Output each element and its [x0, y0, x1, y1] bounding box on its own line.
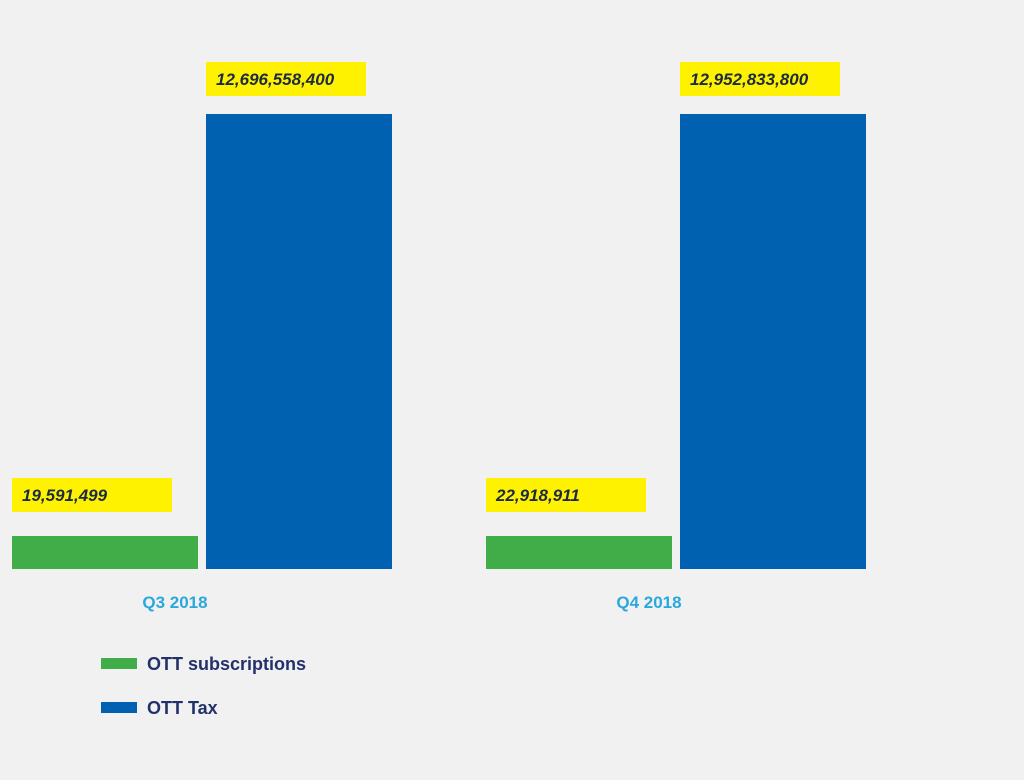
bar-ott-subscriptions-q4-2018 [486, 536, 672, 569]
legend-label: OTT subscriptions [147, 654, 306, 674]
bars-group [12, 114, 866, 569]
legend: OTT subscriptions OTT Tax [101, 654, 306, 718]
data-label-background [12, 478, 172, 512]
x-tick-label: Q4 2018 [616, 593, 681, 612]
category-labels-group: Q3 2018 Q4 2018 [142, 593, 681, 612]
data-label-background [206, 62, 366, 96]
legend-swatch [101, 702, 137, 713]
bar-ott-subscriptions-q3-2018 [12, 536, 198, 569]
data-label: 22,918,911 [495, 486, 580, 505]
data-label: 19,591,499 [22, 486, 108, 505]
data-label-background [680, 62, 840, 96]
data-label-background [486, 478, 646, 512]
bar-ott-tax-q3-2018 [206, 114, 392, 569]
legend-label: OTT Tax [147, 698, 218, 718]
data-labels-group: 19,591,499 12,696,558,400 22,918,911 12,952… [12, 62, 840, 512]
data-label: 12,952,833,800 [690, 70, 809, 89]
x-tick-label: Q3 2018 [142, 593, 207, 612]
data-label: 12,696,558,400 [216, 70, 335, 89]
bar-ott-tax-q4-2018 [680, 114, 866, 569]
legend-swatch [101, 658, 137, 669]
